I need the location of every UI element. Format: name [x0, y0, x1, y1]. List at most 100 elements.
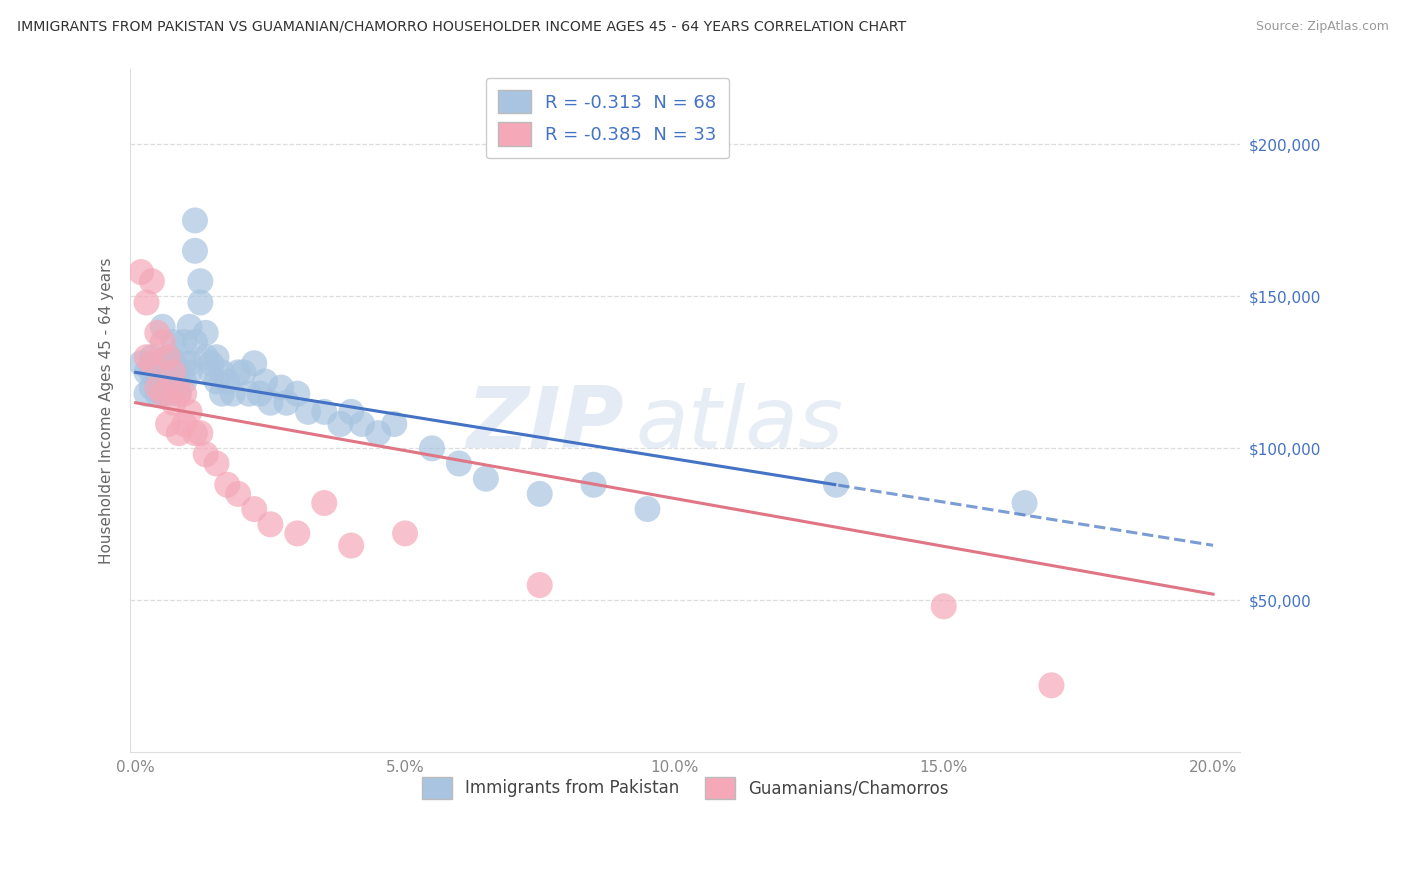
Point	[162, 365, 184, 379]
Point	[152, 365, 174, 379]
Point	[141, 274, 163, 288]
Point	[184, 426, 207, 441]
Point	[167, 365, 190, 379]
Point	[238, 386, 260, 401]
Point	[217, 477, 239, 491]
Point	[205, 457, 228, 471]
Point	[162, 334, 184, 349]
Point	[232, 365, 254, 379]
Point	[129, 265, 152, 279]
Point	[285, 386, 308, 401]
Point	[529, 578, 551, 592]
Point	[200, 356, 222, 370]
Point	[146, 380, 169, 394]
Point	[190, 295, 212, 310]
Point	[157, 365, 180, 379]
Point	[297, 405, 319, 419]
Point	[162, 396, 184, 410]
Point	[179, 365, 201, 379]
Point	[135, 350, 157, 364]
Point	[205, 375, 228, 389]
Point	[173, 356, 195, 370]
Point	[211, 386, 233, 401]
Point	[167, 386, 190, 401]
Point	[152, 319, 174, 334]
Point	[141, 356, 163, 370]
Point	[135, 295, 157, 310]
Point	[367, 426, 389, 441]
Point	[582, 477, 605, 491]
Point	[200, 365, 222, 379]
Point	[146, 365, 169, 379]
Point	[152, 386, 174, 401]
Point	[420, 442, 443, 456]
Point	[146, 326, 169, 340]
Point	[135, 386, 157, 401]
Point	[141, 380, 163, 394]
Point	[205, 350, 228, 364]
Point	[167, 365, 190, 379]
Point	[475, 472, 498, 486]
Point	[173, 375, 195, 389]
Point	[194, 326, 217, 340]
Text: IMMIGRANTS FROM PAKISTAN VS GUAMANIAN/CHAMORRO HOUSEHOLDER INCOME AGES 45 - 64 Y: IMMIGRANTS FROM PAKISTAN VS GUAMANIAN/CH…	[17, 20, 905, 34]
Point	[167, 386, 190, 401]
Point	[394, 526, 416, 541]
Point	[190, 426, 212, 441]
Point	[221, 386, 243, 401]
Point	[152, 334, 174, 349]
Point	[157, 417, 180, 431]
Point	[259, 517, 281, 532]
Point	[157, 350, 180, 364]
Point	[211, 365, 233, 379]
Text: Source: ZipAtlas.com: Source: ZipAtlas.com	[1256, 20, 1389, 33]
Point	[141, 350, 163, 364]
Point	[249, 386, 271, 401]
Point	[636, 502, 658, 516]
Point	[529, 487, 551, 501]
Point	[447, 457, 470, 471]
Point	[162, 375, 184, 389]
Point	[276, 396, 298, 410]
Point	[270, 380, 292, 394]
Point	[226, 487, 249, 501]
Point	[259, 396, 281, 410]
Point	[179, 319, 201, 334]
Text: atlas: atlas	[636, 383, 844, 466]
Point	[129, 356, 152, 370]
Point	[350, 417, 373, 431]
Point	[1014, 496, 1036, 510]
Point	[217, 375, 239, 389]
Legend: Immigrants from Pakistan, Guamanians/Chamorros: Immigrants from Pakistan, Guamanians/Cha…	[415, 771, 955, 805]
Point	[243, 356, 266, 370]
Point	[184, 213, 207, 227]
Point	[152, 356, 174, 370]
Point	[146, 375, 169, 389]
Point	[825, 477, 848, 491]
Point	[932, 599, 955, 614]
Point	[243, 502, 266, 516]
Point	[173, 334, 195, 349]
Point	[179, 356, 201, 370]
Point	[340, 539, 363, 553]
Point	[184, 334, 207, 349]
Point	[190, 274, 212, 288]
Point	[329, 417, 352, 431]
Point	[340, 405, 363, 419]
Point	[152, 386, 174, 401]
Point	[157, 350, 180, 364]
Point	[382, 417, 405, 431]
Point	[162, 356, 184, 370]
Point	[135, 365, 157, 379]
Point	[179, 405, 201, 419]
Point	[285, 526, 308, 541]
Point	[141, 365, 163, 379]
Point	[314, 496, 336, 510]
Point	[157, 386, 180, 401]
Point	[146, 386, 169, 401]
Point	[253, 375, 276, 389]
Point	[167, 426, 190, 441]
Point	[314, 405, 336, 419]
Point	[1040, 678, 1063, 692]
Point	[173, 386, 195, 401]
